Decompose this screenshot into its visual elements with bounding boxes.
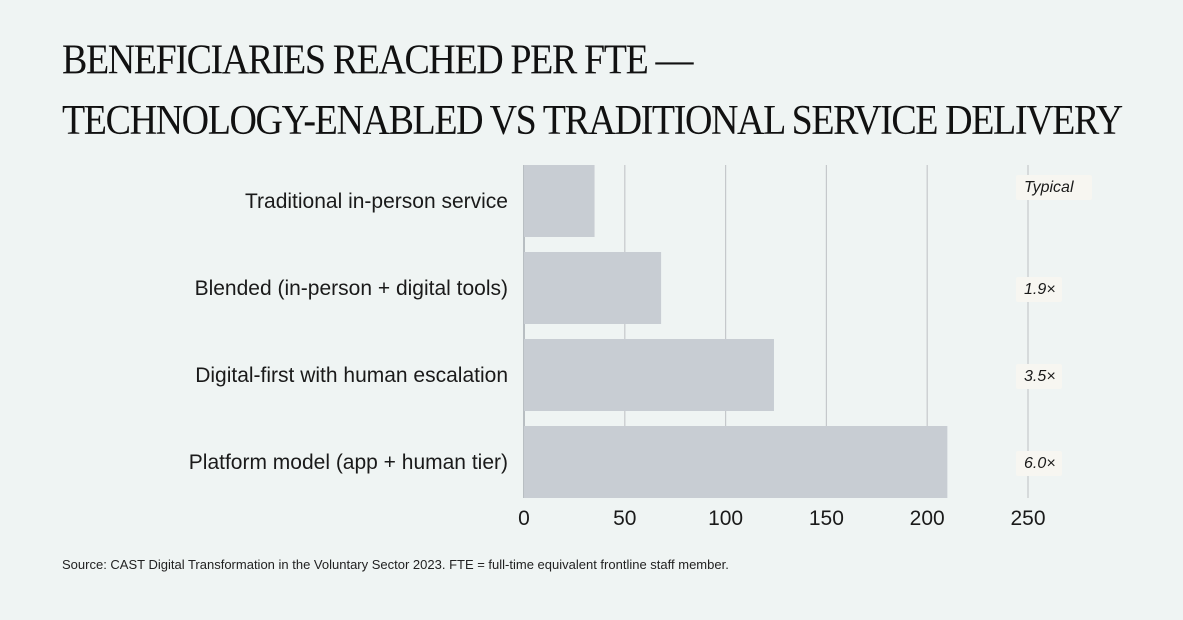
category-label: Traditional in-person service (245, 190, 508, 213)
x-tick-label: 250 (1010, 507, 1045, 530)
x-tick-label: 200 (910, 507, 945, 530)
annotation-background (1016, 277, 1062, 302)
annotation: 1.9× (1016, 277, 1062, 302)
annotation: Typical (1016, 175, 1092, 200)
annotation-label: 6.0× (1024, 455, 1056, 472)
annotation: 3.5× (1016, 364, 1062, 389)
annotation-background (1016, 175, 1092, 200)
annotation-background (1016, 364, 1062, 389)
chart-title-line-2: TECHNOLOGY-ENABLED VS TRADITIONAL SERVIC… (62, 97, 1123, 145)
chart-title-line-1: BENEFICIARIES REACHED PER FTE — (62, 36, 693, 84)
bar (524, 339, 774, 411)
annotation-background (1016, 451, 1062, 476)
annotation: 6.0× (1016, 451, 1062, 476)
annotation-label: Typical (1024, 179, 1074, 196)
category-label: Platform model (app + human tier) (189, 451, 508, 474)
bar (524, 252, 662, 324)
x-axis-tick-labels: 0 50 100 150 200 250 (518, 507, 1045, 530)
source-note: Source: CAST Digital Transformation in t… (62, 557, 729, 572)
category-labels: Traditional in-person service Blended (in… (189, 190, 508, 474)
x-tick-label: 0 (518, 507, 530, 530)
bar (524, 165, 595, 237)
x-tick-label: 50 (613, 507, 636, 530)
x-tick-label: 150 (809, 507, 844, 530)
bars (524, 165, 948, 498)
chart-title: BENEFICIARIES REACHED PER FTE — TECHNOLO… (62, 30, 1142, 151)
annotation-label: 3.5× (1024, 368, 1056, 385)
multiplier-annotations: Typical 1.9× 3.5× 6.0× (1016, 175, 1092, 476)
category-label: Blended (in-person + digital tools) (195, 277, 508, 300)
category-label: Digital-first with human escalation (195, 364, 508, 387)
x-tick-label: 100 (708, 507, 743, 530)
bar (524, 426, 948, 498)
annotation-label: 1.9× (1024, 281, 1056, 298)
